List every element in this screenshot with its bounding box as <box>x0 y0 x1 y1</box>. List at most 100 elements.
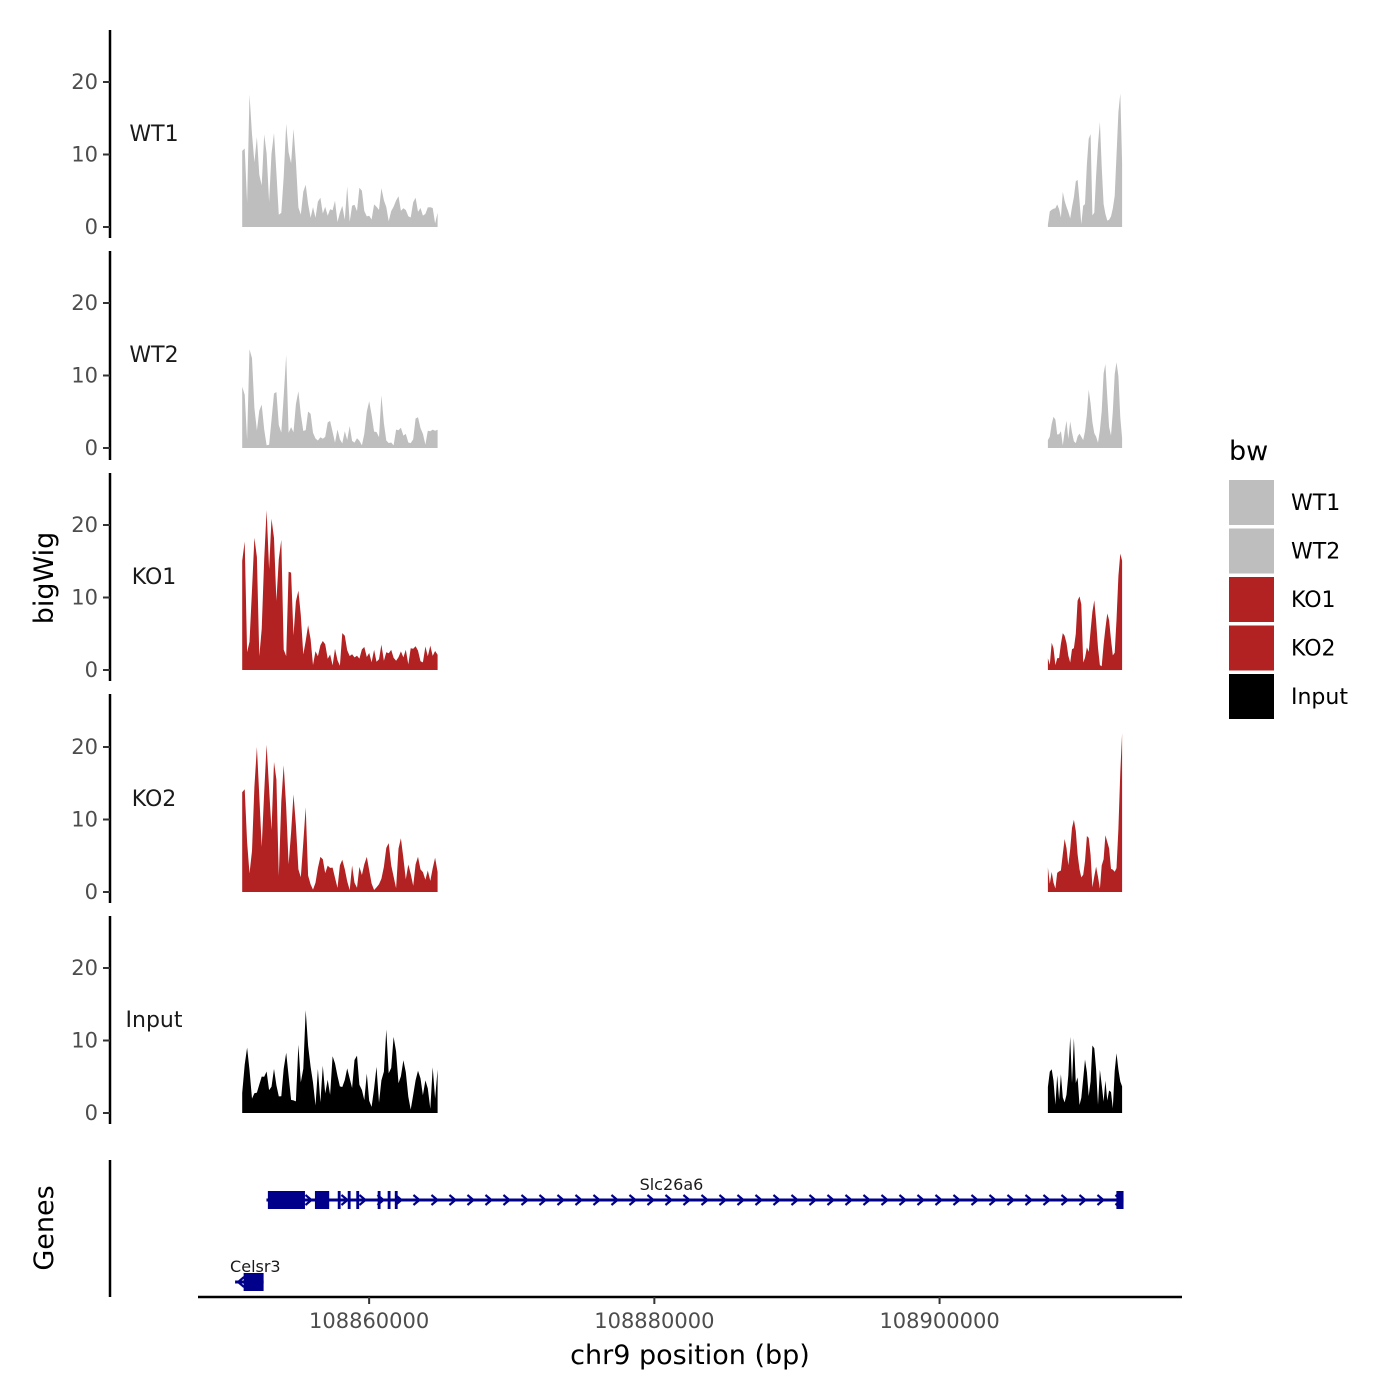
peak-point <box>285 1036 287 1038</box>
peak-point <box>283 757 285 759</box>
y-tick-label: 10 <box>71 586 98 610</box>
gene-exon <box>243 1273 264 1291</box>
peak-point <box>285 119 287 121</box>
peak-point <box>288 553 290 555</box>
peak-point <box>305 804 307 806</box>
peak-point <box>387 833 389 835</box>
strand-arrow <box>358 1194 368 1206</box>
gene-exon <box>314 1191 330 1209</box>
legend-label-wt1: WT1 <box>1291 491 1340 516</box>
y-tick-label: 10 <box>71 808 98 832</box>
strand-arrow <box>862 1194 872 1206</box>
peak-point <box>254 513 256 515</box>
peak-point <box>273 1061 275 1063</box>
peak-point <box>417 407 419 409</box>
peak-point <box>274 742 276 744</box>
strand-arrow <box>664 1194 674 1206</box>
strand-arrow <box>916 1194 926 1206</box>
legend: bw WT1 WT2 KO1 KO2 Input <box>1229 436 1348 719</box>
coverage-area-ko1-1 <box>242 510 438 670</box>
strand-arrow <box>1006 1194 1016 1206</box>
peak-point <box>1088 121 1090 123</box>
strand-arrow <box>448 1194 458 1206</box>
strand-arrow <box>1042 1194 1052 1206</box>
peak-point <box>434 1040 436 1042</box>
gene-exon <box>347 1191 351 1209</box>
peak-point <box>328 411 330 413</box>
strand-arrow <box>934 1194 944 1206</box>
peak-point <box>385 1018 387 1020</box>
gene-label-slc26a6: Slc26a6 <box>640 1175 704 1194</box>
peak-point <box>255 735 257 737</box>
peak-point <box>243 524 245 526</box>
track-label-wt1: WT1 <box>129 122 178 147</box>
peak-point <box>321 1050 323 1052</box>
strand-arrow <box>700 1194 710 1206</box>
peak-point <box>318 193 320 195</box>
strand-arrow <box>466 1194 476 1206</box>
strand-arrow <box>1024 1194 1034 1206</box>
legend-label-wt2: WT2 <box>1291 540 1340 565</box>
track-input: 0 10 20 Input <box>71 916 1123 1125</box>
legend-key-ko1 <box>1229 577 1274 622</box>
strand-arrow <box>646 1194 656 1206</box>
strand-arrow <box>502 1194 512 1206</box>
x-tick-label: 108900000 <box>879 1309 999 1333</box>
gene-exon <box>337 1191 341 1209</box>
legend-key-wt1 <box>1229 480 1274 525</box>
track-label-ko1: KO1 <box>132 565 177 590</box>
peak-point <box>271 482 273 484</box>
legend-label-input: Input <box>1291 685 1348 710</box>
legend-title: bw <box>1229 436 1268 467</box>
strand-arrow <box>520 1194 530 1206</box>
coverage-area-ko1-2 <box>1047 553 1123 670</box>
peak-point <box>248 63 250 65</box>
x-tick-label: 108880000 <box>594 1309 714 1333</box>
peak-point <box>1118 77 1120 79</box>
y-tick-label: 10 <box>71 364 98 388</box>
strand-arrow <box>484 1194 494 1206</box>
peak-point <box>297 382 299 384</box>
track-label-ko2: KO2 <box>132 787 177 812</box>
strand-arrow <box>754 1194 764 1206</box>
peak-point <box>1115 338 1117 340</box>
peak-point <box>1084 1054 1086 1056</box>
peak-point <box>308 400 310 402</box>
peak-point <box>341 855 343 857</box>
coverage-area-ko2-2 <box>1047 733 1123 892</box>
strand-arrow <box>592 1194 602 1206</box>
peak-point <box>265 499 267 501</box>
peak-point <box>417 1058 419 1060</box>
strand-arrow <box>988 1194 998 1206</box>
peak-point <box>362 644 364 646</box>
y-tick-label: 20 <box>71 291 98 315</box>
peak-point <box>1053 411 1055 413</box>
track-ko1: 0 10 20 KO1 <box>71 473 1123 682</box>
peak-point <box>273 117 275 119</box>
coverage-area-wt2-2 <box>1047 362 1123 448</box>
y-tick-label: 0 <box>85 1101 98 1125</box>
peak-point <box>1093 1029 1095 1031</box>
peak-point <box>243 128 245 130</box>
peak-point <box>411 644 413 646</box>
peak-point <box>1075 172 1077 174</box>
peak-point <box>365 848 367 850</box>
strand-arrow <box>880 1194 890 1206</box>
x-axis: 108860000 108880000 108900000 <box>198 1295 1182 1333</box>
strand-arrow <box>826 1194 836 1206</box>
peak-point <box>260 393 262 395</box>
peak-point <box>334 198 336 200</box>
peak-point <box>345 183 347 185</box>
peak-point <box>1051 1065 1053 1067</box>
gene-exon <box>267 1191 305 1209</box>
legend-items: WT1 WT2 KO1 KO2 Input <box>1229 480 1348 719</box>
peak-point <box>304 175 306 177</box>
peak-point <box>1073 800 1075 802</box>
peak-point <box>414 190 416 192</box>
strand-arrow <box>898 1194 908 1206</box>
peak-point <box>264 126 266 128</box>
strand-arrow <box>1060 1194 1070 1206</box>
peak-point <box>1063 626 1065 628</box>
strand-arrow <box>610 1194 620 1206</box>
